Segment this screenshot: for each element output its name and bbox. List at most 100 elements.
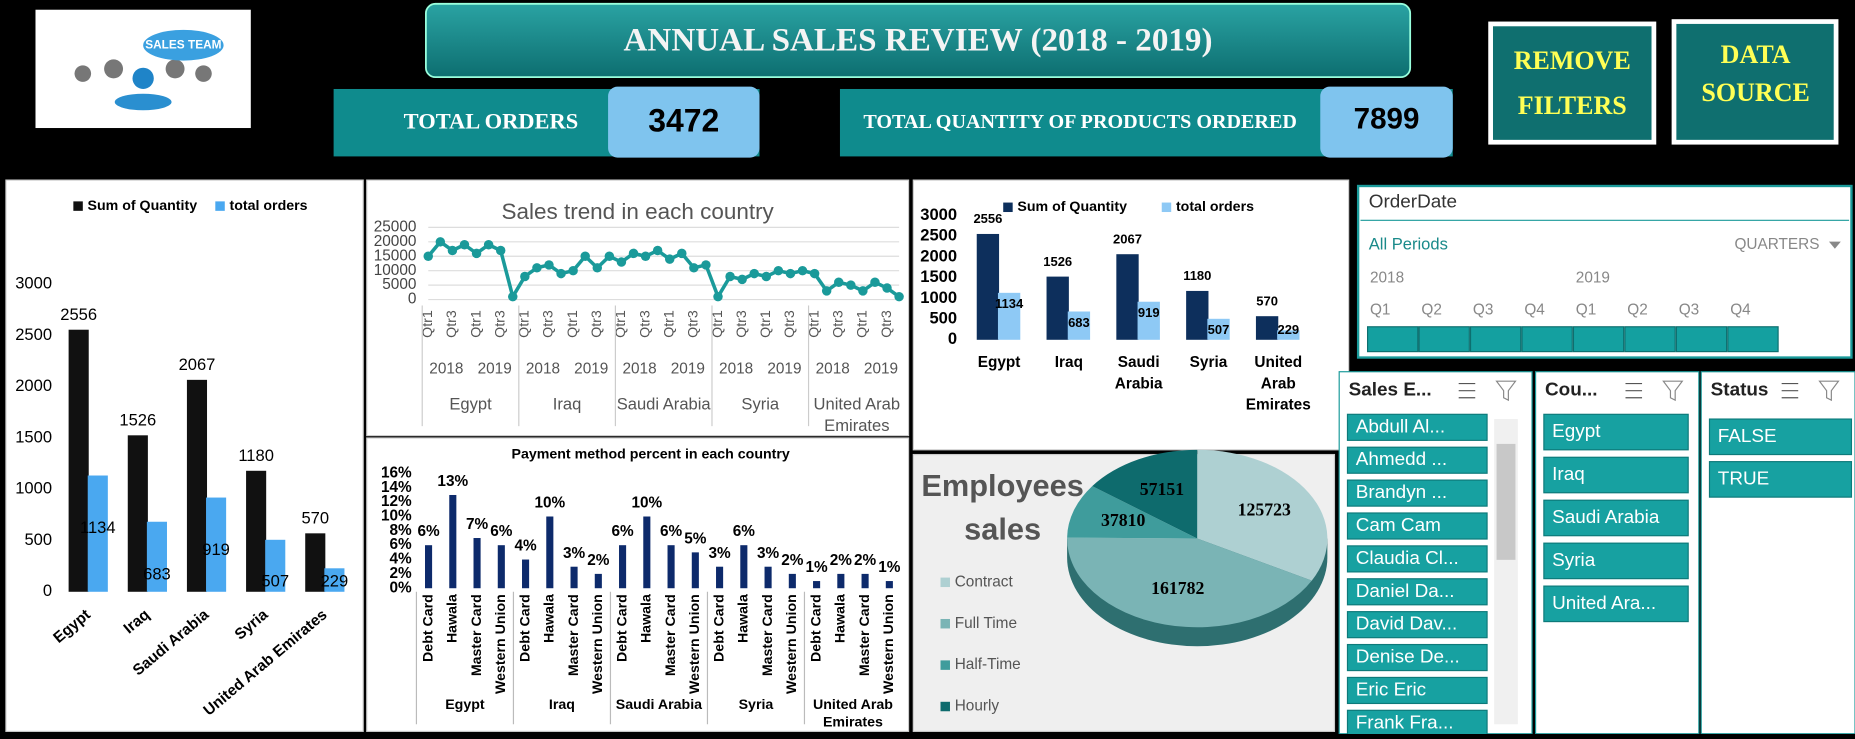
timeline-segment[interactable] — [1418, 326, 1470, 353]
slicer-item-label[interactable]: Frank Fra... — [1356, 712, 1454, 733]
clear-filter-icon[interactable] — [1662, 380, 1684, 402]
button-label[interactable]: REMOVE FILTERS — [1513, 45, 1631, 120]
slicer-item[interactable] — [1346, 709, 1488, 737]
slicer-item-label[interactable]: David Dav... — [1356, 614, 1458, 635]
slicer-item[interactable] — [1708, 418, 1853, 456]
x-tick-label: Qtr3 — [637, 310, 653, 338]
bar — [449, 494, 457, 589]
slicer-item[interactable] — [1543, 413, 1689, 451]
slicer-item-label[interactable]: Eric Eric — [1356, 679, 1426, 700]
slicer-item[interactable] — [1346, 545, 1488, 573]
logo-people — [74, 29, 224, 111]
slicer-item-label[interactable]: Abdull Al... — [1356, 416, 1445, 437]
dropdown-arrow[interactable] — [1828, 241, 1841, 249]
country-label-box: Egypt — [449, 394, 491, 413]
timeline-level[interactable]: QUARTERS — [1734, 236, 1819, 253]
data-source-button[interactable] — [1671, 19, 1839, 145]
multi-select-icon[interactable] — [1458, 382, 1476, 399]
slicer-item-label[interactable]: Syria — [1552, 550, 1596, 571]
timeline-segment[interactable] — [1521, 326, 1573, 353]
slicer-title: Cou... — [1545, 380, 1598, 401]
timeline-segment[interactable] — [1727, 326, 1779, 353]
bar — [667, 545, 675, 589]
data-label: 6% — [660, 523, 683, 540]
group-label: Iraq — [548, 695, 575, 713]
slicer-item-label[interactable]: Egypt — [1552, 421, 1601, 442]
marker — [628, 248, 639, 259]
country-label-box: United Arab Emirates — [813, 394, 901, 435]
slicer-item[interactable] — [1346, 676, 1488, 705]
year-label: 2019 — [767, 360, 801, 377]
legend-label: Contract — [955, 573, 1014, 590]
data-label: 3% — [563, 545, 586, 562]
slicer-item-label[interactable]: Daniel Da... — [1356, 581, 1455, 602]
bar — [206, 497, 227, 592]
slicer-item[interactable] — [1708, 461, 1853, 498]
slicer-item-label[interactable]: Denise De... — [1356, 647, 1460, 668]
button-label[interactable]: DATA SOURCE — [1701, 39, 1810, 107]
clear-filter-icon[interactable] — [1818, 380, 1840, 402]
y-tick-label: 3000 — [15, 274, 52, 293]
legend-swatch — [940, 701, 950, 712]
timeline-segment[interactable] — [1624, 326, 1676, 353]
group-label: Egypt — [445, 695, 485, 713]
marker — [689, 263, 699, 273]
slicer-item-label[interactable]: Brandyn ... — [1356, 482, 1447, 503]
slicer-item[interactable] — [1543, 456, 1689, 494]
multi-select-icon[interactable] — [1781, 382, 1799, 399]
y-tick-label: 0 — [43, 581, 52, 600]
slicer-item[interactable] — [1346, 578, 1488, 606]
x-tick-label: Qtr1 — [661, 310, 677, 338]
slicer-item[interactable] — [1346, 512, 1488, 540]
marker — [882, 283, 892, 293]
data-label: 6% — [611, 523, 634, 540]
marker — [556, 268, 566, 279]
scrollbar-thumb[interactable] — [1496, 443, 1516, 560]
marker — [773, 265, 784, 276]
y-tick-label: 16% — [381, 465, 412, 482]
country-label: United Arab Emirates — [813, 394, 901, 435]
slicer-item-label[interactable]: Claudia Cl... — [1356, 548, 1459, 569]
x-tick-label: Master Card — [469, 594, 485, 676]
timeline-segment[interactable] — [1675, 326, 1728, 353]
slicer-item[interactable] — [1346, 413, 1488, 441]
slicer-item[interactable] — [1346, 643, 1488, 672]
slicer-item-label[interactable]: United Ara... — [1552, 593, 1656, 614]
timeline-segment[interactable] — [1469, 326, 1522, 353]
group-label: Syria — [738, 695, 774, 713]
x-tick-label: Qtr3 — [541, 310, 557, 338]
clear-filter-icon[interactable] — [1495, 380, 1517, 402]
slicer-item[interactable] — [1543, 499, 1689, 537]
bar — [1186, 290, 1209, 340]
slicer-item[interactable] — [1346, 446, 1488, 474]
multi-select-icon[interactable] — [1625, 382, 1643, 399]
logo-text: SALES TEAM — [145, 37, 221, 51]
slicer-item-label[interactable]: Ahmedd ... — [1356, 449, 1447, 470]
legend-swatch — [940, 618, 950, 629]
bar — [788, 573, 796, 589]
x-tick-label: Qtr1 — [420, 310, 436, 338]
x-tick-label-box: Iraq — [1055, 353, 1083, 371]
slicer-item-label[interactable]: Iraq — [1552, 464, 1585, 485]
slicer-item[interactable] — [1543, 542, 1689, 580]
slicer-item-label[interactable]: TRUE — [1718, 468, 1769, 489]
slicer-item-label[interactable]: FALSE — [1718, 426, 1777, 447]
slicer-item-label[interactable]: Saudi Arabia — [1552, 507, 1660, 528]
timeline-segment[interactable] — [1572, 326, 1625, 353]
slicer-item[interactable] — [1346, 611, 1488, 639]
data-label: 229 — [321, 572, 349, 591]
group-label-box: Syria — [738, 695, 774, 713]
marker — [797, 265, 808, 276]
x-tick-label: Hawala — [445, 594, 461, 643]
kpi-value-box — [1320, 86, 1453, 158]
remove-filters-button[interactable] — [1488, 21, 1657, 145]
slicer-item[interactable] — [1346, 479, 1488, 507]
marker — [604, 251, 615, 261]
legend-label: Half-Time — [955, 656, 1021, 673]
x-tick-label: Egypt — [977, 352, 1021, 371]
slicer-item-label[interactable]: Cam Cam — [1356, 515, 1441, 536]
quarter-label: Q2 — [1627, 301, 1647, 318]
slicer-item[interactable] — [1543, 585, 1689, 623]
timeline-segment[interactable] — [1366, 326, 1419, 353]
data-label: 683 — [1068, 315, 1090, 330]
